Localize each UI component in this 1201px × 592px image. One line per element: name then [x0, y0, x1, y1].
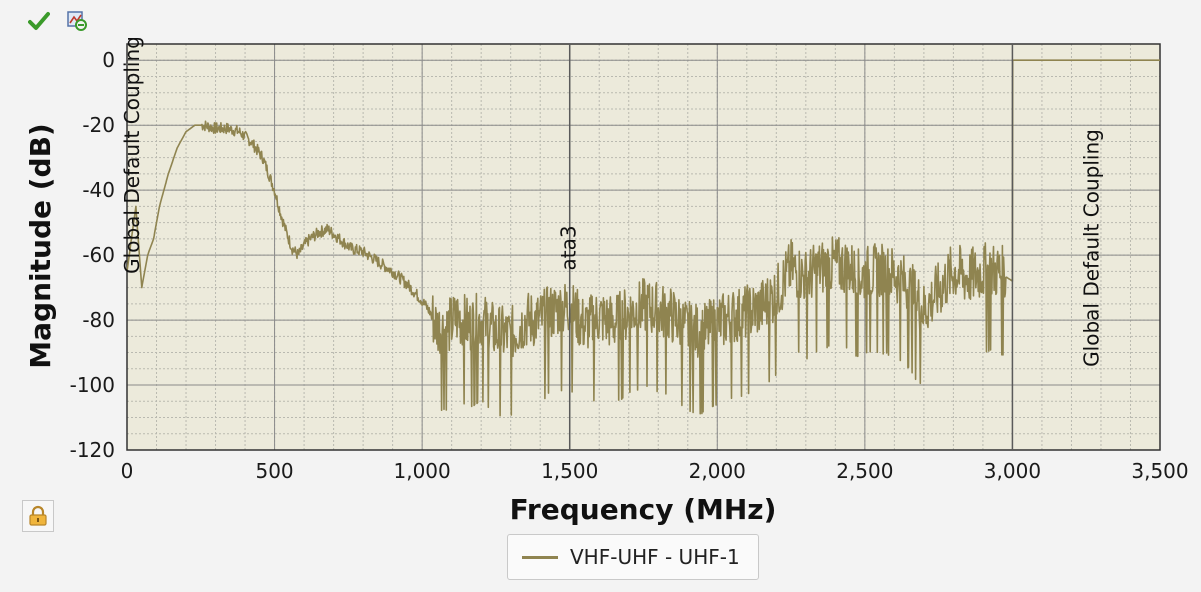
marker-label: Global Default Coupling	[1079, 129, 1103, 367]
x-tick-label: 1,000	[394, 459, 451, 483]
reset-view-icon[interactable]	[66, 10, 88, 32]
x-tick-label: 2,000	[689, 459, 746, 483]
y-tick-label: -20	[82, 113, 115, 137]
legend-label: VHF-UHF - UHF-1	[570, 545, 740, 569]
trace-layer	[126, 59, 1161, 417]
lock-icon[interactable]	[22, 500, 54, 532]
x-tick-label: 1,500	[541, 459, 598, 483]
marker-label: Global Default Coupling	[120, 36, 144, 274]
y-tick-label: -60	[82, 243, 115, 267]
x-tick-label: 3,500	[1131, 459, 1188, 483]
series-line	[126, 59, 1161, 417]
x-axis-title: Frequency (MHz)	[510, 493, 777, 526]
plot-area	[127, 44, 1160, 450]
y-tick-label: -80	[82, 308, 115, 332]
x-tick-label: 500	[255, 459, 293, 483]
y-tick-label: -40	[82, 178, 115, 202]
y-axis-title: Magnitude (dB)	[24, 123, 57, 368]
y-tick-label: 0	[102, 48, 115, 72]
marker-layer: Global Default Coupling ata3 Global Defaul…	[120, 36, 1103, 450]
plot-border	[126, 43, 1161, 451]
plot-frame	[126, 43, 1161, 451]
x-tick-label: 0	[121, 459, 134, 483]
legend-swatch	[522, 555, 558, 559]
legend: VHF-UHF - UHF-1	[507, 534, 759, 580]
tick-labels: 0 500 1,000 1,500 2,000 2,500 3,000 3,500 0 -20 -4…	[70, 48, 1189, 483]
x-tick-label: 2,500	[836, 459, 893, 483]
x-tick-label: 3,000	[984, 459, 1041, 483]
marker-label: ata3	[557, 225, 581, 270]
y-tick-label: -120	[70, 438, 115, 462]
y-tick-label: -100	[70, 373, 115, 397]
check-icon[interactable]	[28, 10, 50, 32]
